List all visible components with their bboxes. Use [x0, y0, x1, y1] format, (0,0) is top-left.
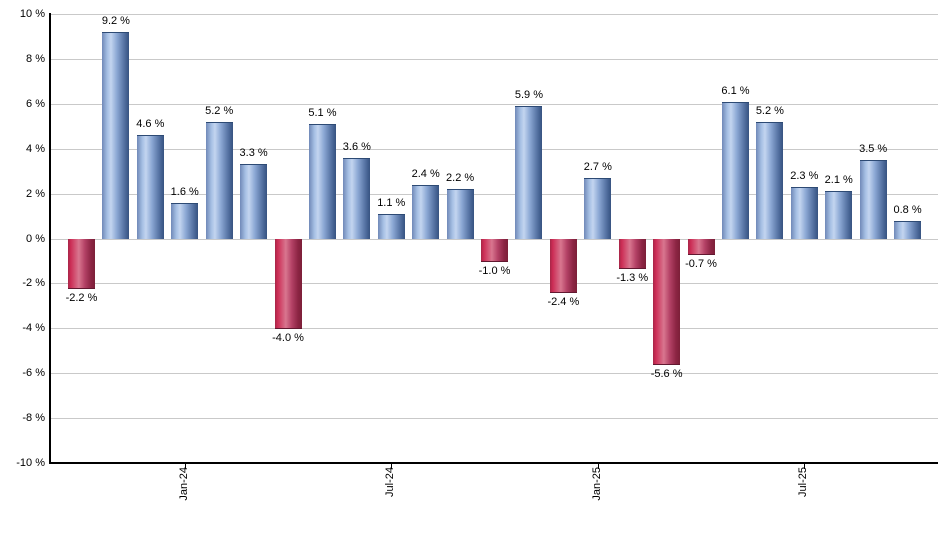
y-axis-tick-label: 4 %	[26, 142, 45, 155]
bar	[618, 238, 646, 269]
bar	[205, 121, 233, 240]
x-axis-tick	[804, 464, 806, 469]
bar-value-label: 3.6 %	[342, 140, 371, 153]
bar-value-label: 1.1 %	[377, 196, 406, 209]
gridline	[50, 103, 938, 105]
bar-value-label: 2.1 %	[824, 174, 853, 187]
y-axis-tick-label: -8 %	[22, 412, 45, 425]
bar-value-label: 2.3 %	[790, 169, 819, 182]
bar-value-label: -4.0 %	[272, 332, 304, 345]
bar	[721, 101, 749, 240]
gridline	[50, 283, 938, 285]
bar-value-label: 3.5 %	[859, 142, 888, 155]
x-axis-tick	[597, 464, 599, 469]
bar	[240, 164, 268, 240]
bar	[68, 238, 95, 289]
bar	[377, 213, 405, 240]
bar-value-label: -1.0 %	[478, 264, 511, 277]
x-axis-tick	[391, 464, 393, 469]
x-axis-tick-label: Jul-25	[797, 467, 810, 497]
bar-value-label: 2.7 %	[583, 160, 612, 173]
gridline	[50, 328, 938, 330]
x-axis-tick	[184, 464, 186, 469]
y-axis-line	[49, 13, 51, 464]
gridline	[50, 148, 938, 150]
bar-value-label: 9.2 %	[101, 14, 130, 27]
bar-value-label: 6.1 %	[721, 84, 750, 97]
bar	[412, 184, 440, 240]
bar-value-label: -5.6 %	[650, 368, 683, 381]
y-axis-tick-label: 2 %	[26, 187, 45, 200]
y-axis-tick-label: -4 %	[22, 322, 45, 335]
y-axis-tick-label: -2 %	[22, 277, 45, 290]
bar	[687, 238, 715, 256]
bar	[171, 202, 199, 240]
bar	[756, 121, 784, 240]
bar	[446, 189, 474, 240]
gridline	[50, 193, 938, 195]
bar	[481, 238, 509, 262]
bar-value-label: 5.1 %	[308, 107, 337, 119]
y-axis-tick-label: 10 %	[19, 8, 45, 20]
bar	[653, 238, 681, 366]
gridline	[50, 373, 938, 375]
x-axis-tick-label: Jul-24	[384, 467, 397, 497]
bar	[136, 135, 164, 240]
bar-value-label: 5.2 %	[205, 104, 234, 117]
bar	[894, 220, 922, 240]
y-axis-tick-label: -6 %	[22, 367, 45, 380]
bar	[859, 159, 887, 240]
bar	[343, 157, 371, 240]
x-axis-tick-label: Jan-25	[590, 467, 603, 501]
y-axis-tick-label: 8 %	[26, 52, 45, 65]
bar-value-label: -1.3 %	[616, 271, 649, 284]
bar	[308, 124, 336, 240]
y-axis-tick-label: -10 %	[16, 457, 45, 469]
bar	[790, 186, 818, 240]
x-axis-line	[49, 462, 938, 464]
gridline	[50, 14, 938, 15]
bar-value-label: -2.4 %	[547, 296, 580, 309]
bar-value-label: 0.8 %	[893, 203, 922, 216]
bar-value-label: 5.9 %	[514, 89, 544, 102]
bar-value-label: 5.2 %	[755, 104, 784, 117]
bar-value-label: 1.6 %	[170, 185, 199, 198]
bar-value-label: -2.2 %	[65, 291, 98, 304]
gridline	[50, 418, 938, 420]
bar-value-label: 3.3 %	[239, 147, 268, 160]
bar-value-label: 2.4 %	[411, 167, 440, 180]
bar-value-label: 4.6 %	[136, 118, 165, 131]
y-axis-tick-label: 0 %	[26, 232, 45, 245]
bar-value-label: -0.7 %	[685, 258, 717, 271]
bar	[102, 31, 130, 240]
bar	[274, 238, 302, 330]
gridline	[50, 58, 938, 60]
x-axis-tick-label: Jan-24	[177, 467, 190, 501]
bar	[825, 191, 853, 240]
bar-value-label: 2.2 %	[446, 172, 475, 185]
bar	[515, 106, 543, 240]
y-axis-tick-label: 6 %	[26, 97, 45, 110]
bar	[584, 177, 612, 240]
bar	[549, 238, 577, 294]
